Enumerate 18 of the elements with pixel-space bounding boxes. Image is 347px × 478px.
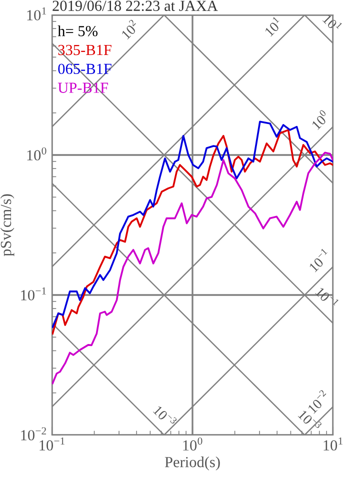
annotation: 10$^{−2}$	[306, 389, 330, 414]
text: 335-B1F	[58, 44, 112, 56]
chart-title: 2019/06/18 22:23 at JAXA	[52, 0, 218, 12]
y-axis-title: pSv(cm/s)	[0, 194, 14, 256]
annotation: 10$^{0}$	[310, 109, 330, 130]
text: UP-B1F	[58, 82, 108, 93]
text: 065-B1F	[58, 64, 112, 74]
annotation: 10$^{−3}$	[152, 404, 178, 428]
y-tick-label: 10$^{1}$	[27, 7, 46, 20]
annotation: h= 5%	[58, 26, 98, 36]
annotation: 10$^{−1}$	[306, 248, 332, 272]
y-tick-label: 10$^{−1}$	[21, 287, 46, 300]
annotation: 10$^{2}$	[119, 19, 140, 40]
y-tick-label: 10$^{0}$	[27, 147, 46, 160]
annotation: 10$^{1}$	[262, 16, 284, 37]
x-axis-title: Period(s)	[164, 456, 220, 470]
x-tick-label: 10$^{0}$	[183, 437, 202, 451]
x-tick-label: 10$^{1}$	[324, 437, 343, 451]
